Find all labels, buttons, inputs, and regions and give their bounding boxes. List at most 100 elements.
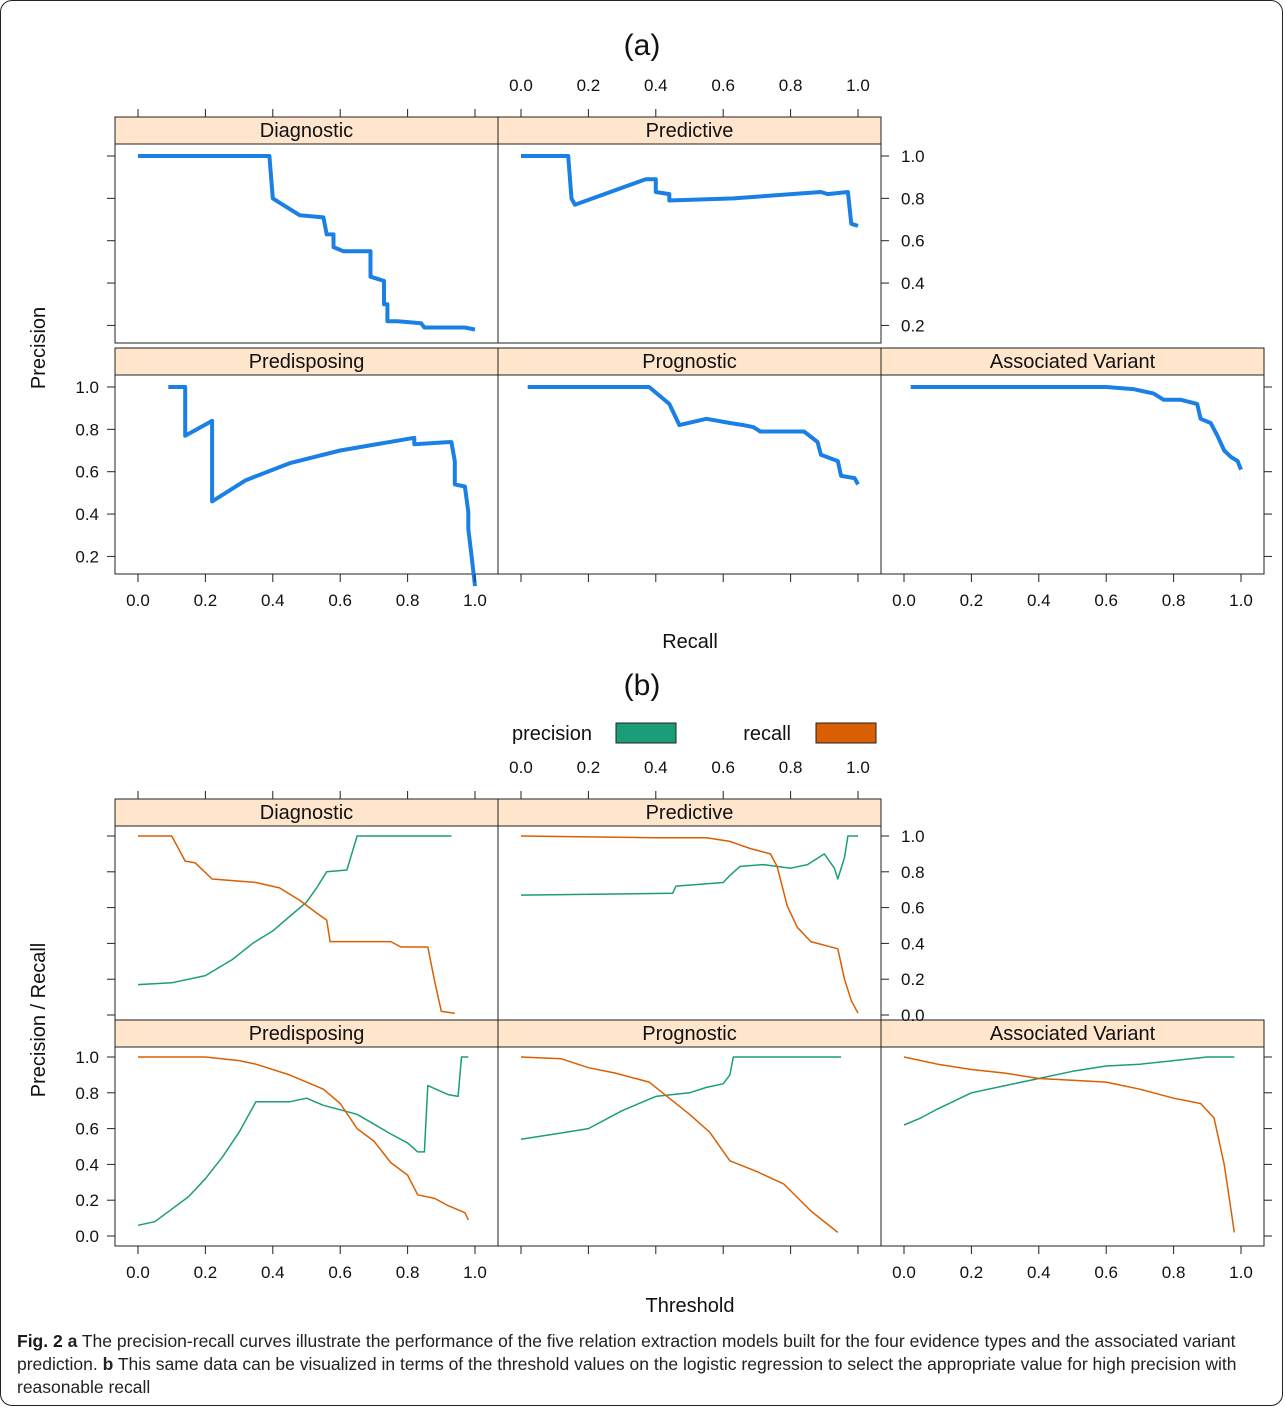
panel-strip-label-diagnostic: Diagnostic [260,120,353,142]
legend-label-precision: precision [512,723,592,745]
x-tick-label: 0.4 [644,76,668,95]
figure-caption: Fig. 2 a The precision-recall curves ill… [17,1330,1265,1399]
panel-strip-predictive [497,798,882,827]
chart-b-ylabel: Precision / Recall [28,943,50,1098]
y-tick-label: 0.8 [75,420,99,439]
panel-border-diagnostic [114,825,499,1026]
series-line-predictive-curve [521,154,859,228]
chart-b [107,722,1272,1254]
x-tick-label: 1.0 [846,76,870,95]
chart-a-xlabel: Recall [662,631,718,653]
series-line-predisposing-recall [138,1056,469,1221]
series-line-predictive-recall [520,835,859,1014]
x-tick-label: 0.6 [711,76,735,95]
panel-strip-label-prognostic: Prognostic [642,351,737,373]
y-tick-label: 0.0 [75,1227,99,1246]
caption-part-a-letter: a [67,1331,78,1351]
x-tick-label: 0.2 [194,1263,218,1282]
panel-border-associated-variant [880,374,1265,575]
x-tick-label: 1.0 [463,1263,487,1282]
panel-strip-label-predisposing: Predisposing [249,1023,365,1045]
chart-b-xlabel: Threshold [646,1295,735,1317]
legend-swatch-precision [615,722,677,744]
x-tick-label: 0.2 [577,758,601,777]
y-tick-label: 0.4 [901,934,925,953]
x-tick-label: 0.4 [644,758,668,777]
x-tick-label: 0.2 [960,1263,984,1282]
x-tick-label: 0.8 [1162,1263,1186,1282]
panel-strip-prognostic [497,347,882,376]
y-tick-label: 1.0 [75,378,99,397]
x-tick-label: 0.2 [960,591,984,610]
figure-svg: (a) Diagnostic Predictive Predisposing Progn… [28,29,1272,1317]
x-tick-label: 0.6 [711,758,735,777]
y-tick-label: 1.0 [901,827,925,846]
panel-strip-label-associated-variant: Associated Variant [990,351,1156,373]
x-tick-label: 0.0 [126,591,150,610]
panel-strip-label-predisposing: Predisposing [249,351,365,373]
panel-border-predictive [497,143,882,344]
series-line-associated-variant-curve [910,385,1243,471]
y-tick-label: 0.6 [901,899,925,918]
panel-strip-prognostic [497,1019,882,1048]
panel-border-diagnostic [114,143,499,344]
series-line-associated-variant-recall [903,1056,1236,1233]
x-tick-label: 0.8 [1162,591,1186,610]
chart-b-title: (b) [624,669,661,702]
series-line-prognostic-precision [520,1056,842,1141]
y-tick-label: 0.6 [901,232,925,251]
x-tick-label: 0.0 [509,758,533,777]
x-tick-label: 0.2 [194,591,218,610]
x-tick-label: 1.0 [1229,591,1253,610]
panel-strip-label-predictive: Predictive [646,802,734,824]
panel-strip-associated-variant [880,1019,1265,1048]
x-tick-label: 0.8 [396,591,420,610]
caption-part-b-text: This same data can be visualized in term… [17,1354,1237,1397]
chart-a [107,109,1272,587]
panel-strip-predictive [497,116,882,145]
panel-border-predisposing [114,1046,499,1247]
chart-a-title: (a) [624,29,661,62]
y-tick-label: 0.2 [901,316,925,335]
series-line-associated-variant-precision [903,1056,1235,1126]
caption-part-b-letter: b [102,1354,114,1374]
panel-border-predisposing [114,374,499,575]
x-tick-label: 0.6 [328,1263,352,1282]
y-tick-label: 0.8 [901,189,925,208]
panel-strip-label-diagnostic: Diagnostic [260,802,353,824]
x-tick-label: 0.6 [328,591,352,610]
y-tick-label: 0.2 [75,1191,99,1210]
y-tick-label: 0.0 [901,1006,925,1025]
x-tick-label: 0.6 [1094,591,1118,610]
panel-border-prognostic [497,374,882,575]
panel-border-associated-variant [880,1046,1265,1247]
x-tick-label: 0.8 [396,1263,420,1282]
caption-part-a-text: The precision-recall curves illustrate t… [17,1331,1236,1374]
panel-strip-label-associated-variant: Associated Variant [990,1023,1156,1045]
legend-swatch-recall [815,722,877,744]
series-line-predictive-precision [520,835,858,896]
x-tick-label: 0.2 [577,76,601,95]
x-tick-label: 0.0 [126,1263,150,1282]
series-line-predisposing-curve [168,385,477,587]
x-tick-label: 0.8 [779,76,803,95]
legend-label-recall: recall [743,723,791,745]
chart-a-ylabel: Precision [28,307,50,389]
series-line-prognostic-curve [527,385,860,486]
y-tick-label: 0.6 [75,1120,99,1139]
y-tick-label: 1.0 [901,147,925,166]
x-tick-label: 1.0 [463,591,487,610]
y-tick-label: 0.8 [75,1084,99,1103]
panel-strip-label-predictive: Predictive [646,120,734,142]
x-tick-label: 0.4 [1027,1263,1051,1282]
y-tick-label: 0.2 [901,970,925,989]
series-line-diagnostic-recall [138,835,455,1014]
x-tick-label: 0.4 [1027,591,1051,610]
y-tick-label: 0.2 [75,547,99,566]
series-line-prognostic-recall [520,1056,839,1233]
x-tick-label: 0.0 [509,76,533,95]
series-line-diagnostic-curve [138,154,476,332]
x-tick-label: 1.0 [1229,1263,1253,1282]
series-line-diagnostic-precision [137,835,452,986]
